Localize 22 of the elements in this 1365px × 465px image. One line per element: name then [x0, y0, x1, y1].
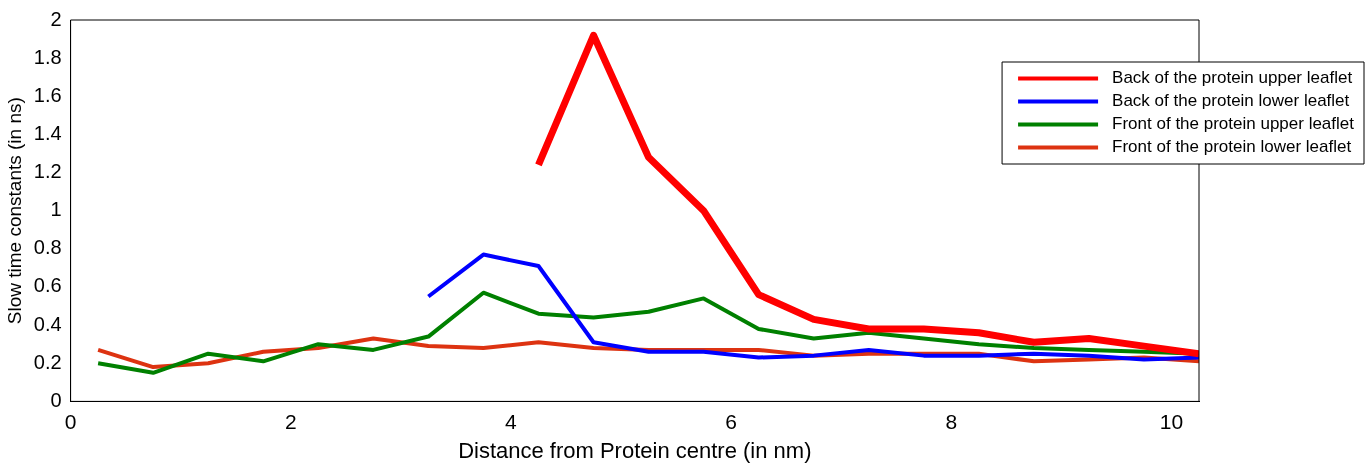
x-tick-label: 10 [1159, 409, 1184, 433]
y-tick-label: 0.6 [33, 274, 62, 297]
y-tick-label: 1.8 [33, 45, 62, 68]
legend-label: Back of the protein upper leaflet [1112, 68, 1353, 88]
x-tick-label: 6 [725, 409, 737, 433]
x-tick-label: 8 [945, 409, 958, 433]
y-tick-label: 1 [50, 198, 62, 221]
x-tick-label: 2 [284, 409, 297, 433]
legend-label: Front of the protein upper leaflet [1112, 114, 1355, 134]
legend-label: Back of the protein lower leaflet [1112, 91, 1350, 111]
x-axis-title: Distance from Protein centre (in nm) [458, 437, 812, 463]
y-tick-label: 1.6 [33, 83, 62, 106]
y-tick-label: 1.2 [33, 160, 62, 183]
y-tick-label: 1.4 [33, 121, 62, 144]
legend-label: Front of the protein lower leaflet [1112, 137, 1352, 157]
y-tick-label: 0 [50, 388, 62, 411]
y-tick-label: 0.8 [33, 236, 62, 259]
y-tick-label: 0.4 [33, 312, 62, 335]
x-tick-label: 4 [505, 409, 518, 433]
y-tick-label: 0.2 [33, 350, 62, 373]
y-axis-title: Slow time constants (in ns) [3, 97, 25, 325]
y-tick-label: 2 [50, 7, 62, 30]
